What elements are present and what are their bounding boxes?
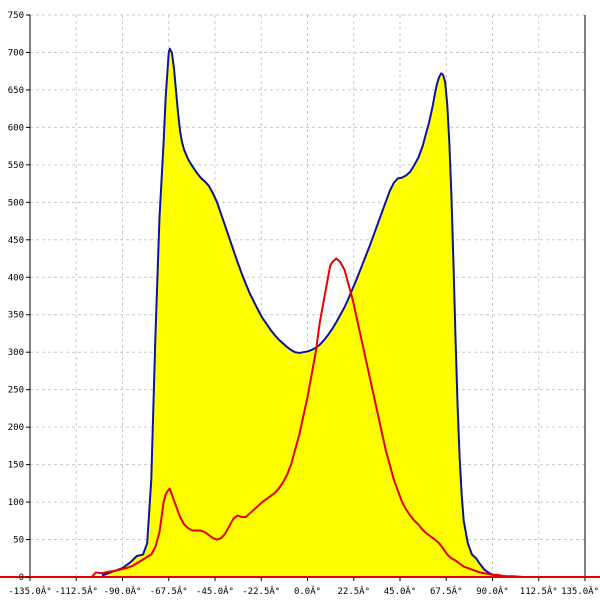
y-tick-label: 400 [8,273,24,283]
x-tick-label: -45.0Â° [196,585,234,597]
y-tick-label: 0 [19,573,24,583]
y-tick-label: 500 [8,198,24,208]
x-tick-label: 0.0Â° [294,585,321,597]
y-tick-label: 650 [8,86,24,96]
y-tick-label: 150 [8,461,24,471]
y-tick-label: 750 [8,11,24,21]
y-tick-label: 250 [8,386,24,396]
x-tick-label: 45.0Â° [384,585,417,597]
y-tick-label: 50 [13,536,24,546]
x-tick-label: 67.5Â° [430,585,463,597]
y-tick-label: 450 [8,236,24,246]
series-1-area [101,48,514,578]
x-tick-label: 135.0Â° [561,585,599,597]
y-tick-label: 300 [8,348,24,358]
x-tick-label: 90.0Â° [476,585,509,597]
x-tick-label: -135.0Â° [8,585,51,597]
tick-labels: 0 50 100 150 200 250 300 350 400 450 500 550 600 650 7… [8,11,599,597]
series-1-line [101,47,514,578]
x-tick-label: -67.5Â° [150,585,188,597]
y-tick-label: 200 [8,423,24,433]
y-tick-label: 550 [8,161,24,171]
x-tick-label: 112.5Â° [520,585,558,597]
y-tick-label: 700 [8,48,24,58]
y-tick-label: 350 [8,311,24,321]
series-layer [30,47,585,578]
axes [0,14,600,581]
x-tick-label: 22.5Â° [337,585,370,597]
y-tick-label: 100 [8,498,24,508]
x-tick-label: -22.5Â° [242,585,280,597]
x-tick-label: -112.5Â° [55,585,98,597]
series-2-line [30,257,585,578]
y-tick-label: 600 [8,123,24,133]
x-tick-label: -90.0Â° [104,585,142,597]
